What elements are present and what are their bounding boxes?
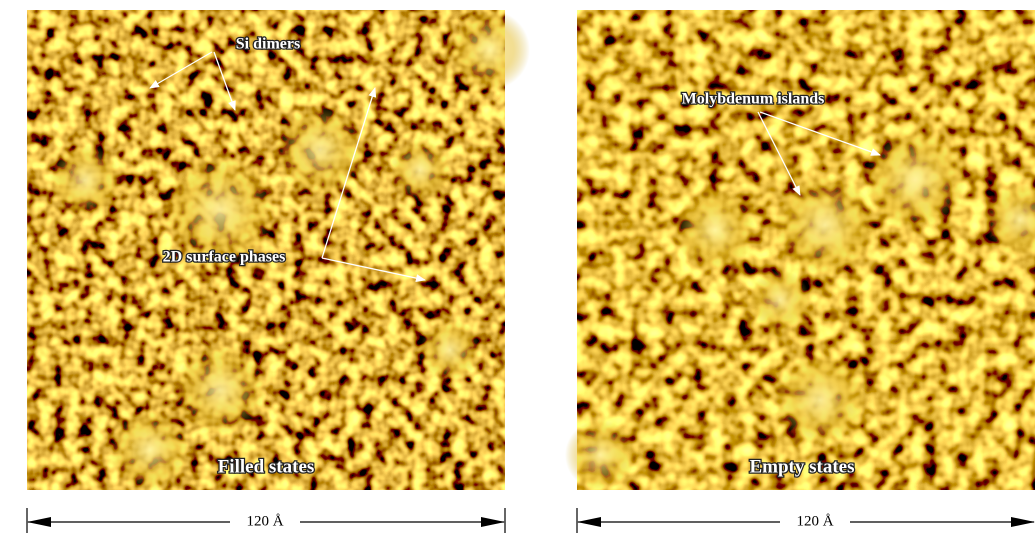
figure: Si dimers 2D surface phases Filled state… [0, 0, 1035, 533]
annotation: Si dimers [236, 36, 300, 53]
caption: Empty states [749, 456, 854, 477]
panel-empty: Molybdenum islands Empty states 120 Å [565, 10, 1035, 533]
annotation: 2D surface phases [163, 249, 286, 266]
scale-label: 120 Å [246, 513, 283, 529]
annotation: Molybdenum islands [682, 91, 825, 108]
panel-filled: Si dimers 2D surface phases Filled state… [27, 10, 530, 533]
scale-label: 120 Å [796, 513, 833, 529]
caption: Filled states [218, 456, 315, 477]
